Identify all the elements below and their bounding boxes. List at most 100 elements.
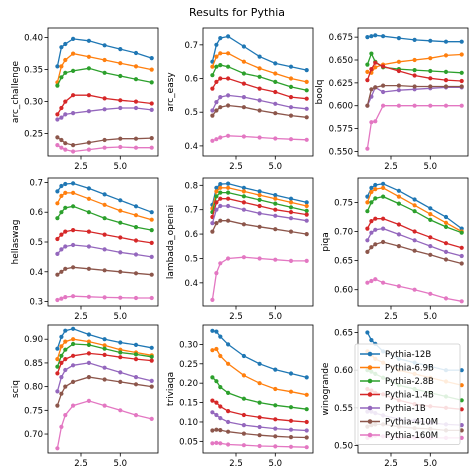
data-point — [218, 51, 223, 56]
data-point — [241, 105, 246, 110]
data-point — [55, 389, 60, 394]
data-point — [118, 250, 123, 255]
y-tick-label: 0.6 — [29, 208, 43, 218]
y-tick-label: 0.4 — [184, 142, 198, 152]
data-point — [214, 79, 219, 84]
data-point — [412, 84, 417, 89]
data-point — [86, 244, 91, 249]
data-point — [443, 69, 449, 74]
axes-frame — [47, 177, 159, 307]
data-point — [149, 67, 154, 72]
data-point — [428, 252, 433, 257]
data-point — [381, 83, 386, 88]
data-point — [149, 217, 154, 222]
y-tick-label: 0.70 — [334, 228, 353, 238]
data-point — [428, 235, 433, 240]
data-point — [412, 103, 417, 108]
data-point — [71, 379, 76, 384]
y-axis-label: lambada_openai — [166, 205, 176, 279]
data-point — [241, 185, 246, 190]
data-point — [459, 245, 464, 250]
data-point — [365, 330, 370, 335]
data-point — [118, 408, 123, 413]
data-point — [226, 64, 231, 69]
y-tick-label: 0.10 — [179, 418, 198, 428]
data-point — [257, 203, 262, 209]
data-point — [241, 353, 246, 359]
y-tick-label: 0.15 — [179, 399, 198, 409]
data-point — [102, 192, 107, 197]
data-point — [365, 280, 370, 285]
data-point — [71, 181, 76, 186]
data-point — [86, 351, 91, 356]
data-point — [365, 226, 370, 231]
data-point — [273, 403, 278, 408]
data-point — [214, 271, 219, 276]
data-point — [71, 204, 76, 209]
legend-marker — [367, 378, 373, 384]
data-point — [288, 210, 294, 215]
data-point — [381, 181, 386, 186]
data-point — [59, 391, 64, 396]
data-point — [149, 358, 154, 363]
y-tick-label: 0.600 — [329, 102, 353, 112]
x-tick-label: 5.0 — [114, 459, 128, 469]
data-point — [102, 268, 107, 273]
y-tick-label: 0.75 — [334, 198, 353, 208]
data-point — [257, 381, 262, 386]
data-point — [443, 53, 449, 58]
data-point — [55, 112, 60, 117]
subplot-grid: 2.5 5.0 0.25 0.30 0.35 0.40 arc_challenge 2.5 5.… — [11, 27, 469, 469]
data-point — [133, 204, 139, 209]
data-point — [59, 424, 64, 429]
data-point — [118, 73, 123, 79]
data-point — [396, 188, 401, 193]
data-point — [86, 398, 91, 403]
legend-entry: Pythia-2.8B — [360, 377, 434, 387]
data-point — [241, 59, 246, 64]
data-point — [273, 71, 278, 76]
y-tick-label: 0.40 — [24, 34, 43, 44]
data-point — [149, 384, 154, 389]
y-tick-label: 0.5 — [184, 108, 198, 118]
data-point — [459, 253, 464, 259]
legend-marker — [367, 392, 373, 397]
data-point — [55, 346, 60, 351]
data-point — [241, 423, 246, 428]
data-point — [257, 66, 262, 71]
data-point — [102, 403, 107, 408]
data-point — [149, 254, 154, 259]
data-point — [304, 407, 309, 412]
data-point — [118, 105, 123, 111]
data-point — [218, 196, 223, 201]
data-point — [304, 208, 309, 213]
data-point — [381, 239, 386, 245]
data-point — [59, 247, 64, 252]
data-point — [369, 67, 374, 72]
y-tick-label: 0.65 — [334, 257, 353, 267]
data-point — [241, 412, 246, 418]
data-point — [273, 61, 278, 66]
data-point — [71, 326, 76, 331]
data-point — [149, 107, 154, 112]
legend: Pythia-12B Pythia-6.9B Pythia-2.8B Pythia-1… — [354, 343, 461, 445]
data-point — [59, 232, 64, 237]
data-point — [55, 357, 60, 362]
x-tick-label: 2.5 — [74, 162, 88, 172]
data-point — [273, 386, 278, 392]
data-point — [304, 445, 309, 450]
y-tick-label: 0.5 — [184, 254, 198, 264]
data-point — [55, 371, 60, 376]
data-point — [214, 194, 219, 199]
data-point — [304, 428, 309, 433]
data-point — [459, 368, 464, 373]
data-point — [149, 136, 154, 141]
data-point — [133, 64, 139, 69]
data-point — [428, 212, 433, 217]
data-point — [226, 442, 231, 447]
data-point — [288, 405, 294, 410]
data-point — [412, 248, 417, 253]
data-point — [149, 101, 154, 106]
data-point — [412, 197, 417, 202]
data-point — [59, 45, 64, 50]
